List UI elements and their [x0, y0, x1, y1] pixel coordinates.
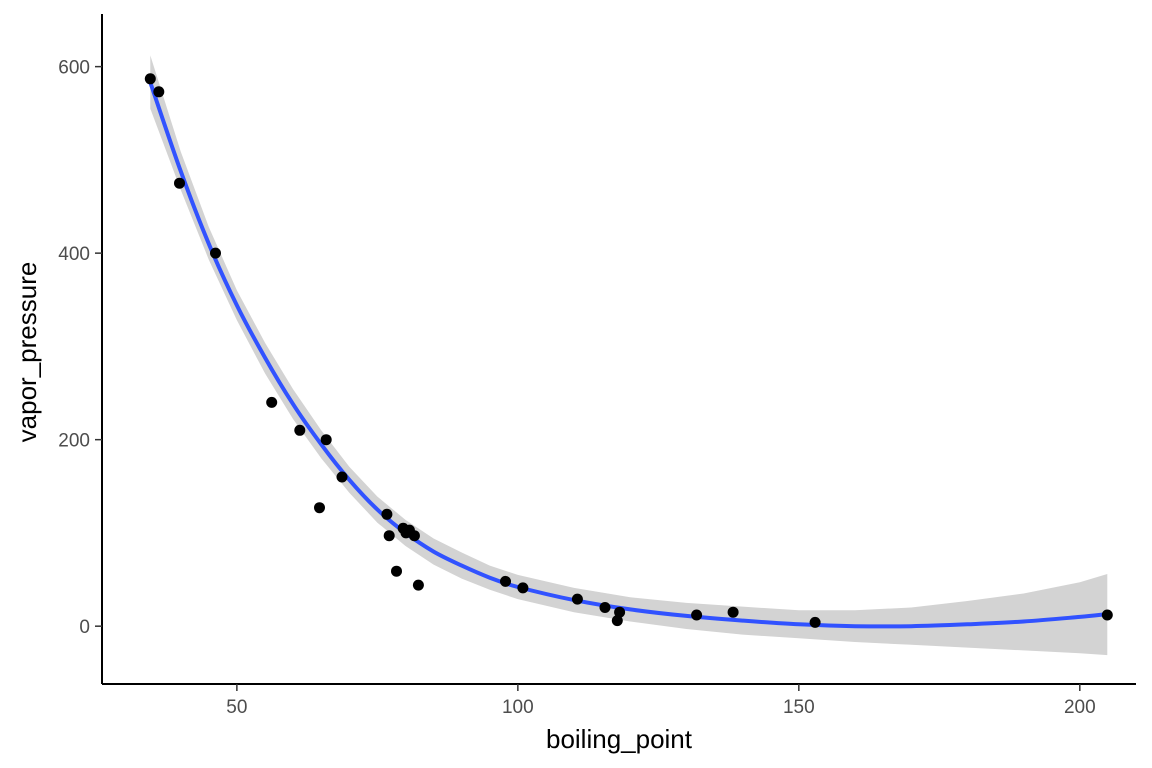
data-point [314, 502, 325, 514]
y-ticks: 0 200 400 600 [58, 58, 102, 638]
data-point [727, 606, 739, 618]
data-point [294, 424, 306, 436]
data-point [174, 177, 185, 189]
data-point [391, 565, 402, 577]
data-point [614, 606, 626, 618]
data-point [383, 530, 395, 542]
x-tick-label: 200 [1064, 697, 1096, 718]
axes-layer [101, 14, 1136, 685]
x-tick-label: 150 [783, 697, 815, 718]
data-point [571, 593, 583, 605]
trend-line-layer [148, 80, 1110, 629]
data-point [144, 73, 156, 85]
data-point [611, 615, 623, 627]
data-point [381, 508, 393, 520]
data-point [336, 471, 348, 483]
data-point [517, 582, 529, 594]
y-tick-label: 0 [79, 617, 90, 638]
trend-line [148, 80, 1110, 629]
data-point [691, 609, 703, 621]
data-point [1101, 609, 1113, 621]
data-point [210, 247, 221, 259]
data-point [320, 434, 332, 446]
data-point [412, 579, 424, 591]
y-tick-label: 600 [58, 58, 90, 79]
data-point [266, 396, 278, 408]
x-axis-title: boiling_point [546, 724, 693, 754]
data-point [153, 86, 165, 98]
confidence-band [150, 55, 1108, 656]
data-point [599, 602, 611, 613]
x-ticks: 50 100 150 200 [226, 684, 1096, 718]
data-point [408, 530, 420, 542]
points-layer [144, 73, 1113, 628]
confidence-band-layer [150, 55, 1108, 656]
data-point [500, 575, 511, 587]
x-tick-label: 50 [226, 697, 247, 718]
x-tick-label: 100 [502, 697, 534, 718]
data-point [809, 616, 821, 628]
y-tick-label: 200 [58, 431, 90, 452]
y-axis-title: vapor_pressure [12, 262, 42, 443]
y-tick-label: 400 [58, 244, 90, 265]
